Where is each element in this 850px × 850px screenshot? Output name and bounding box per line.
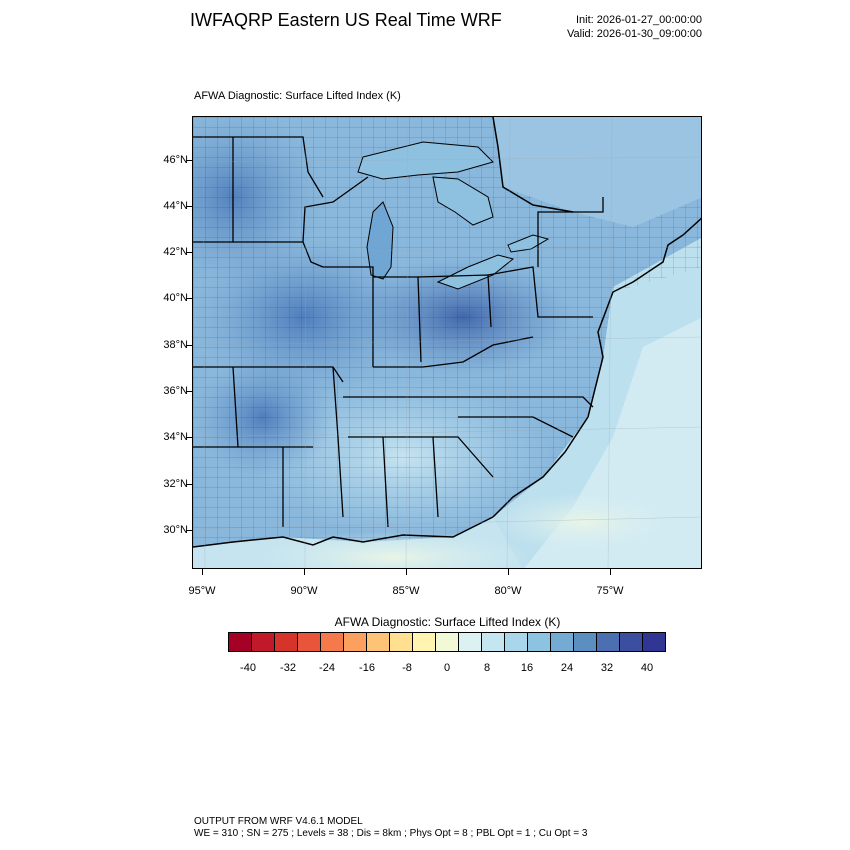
colorbar-label: -8 <box>402 662 412 674</box>
latitude-label: 30°N <box>163 524 188 536</box>
colorbar-swatch <box>620 633 643 651</box>
colorbar-label: 0 <box>443 662 451 674</box>
colorbar <box>228 632 666 652</box>
colorbar-swatch <box>436 633 459 651</box>
colorbar-label: -24 <box>319 662 335 674</box>
colorbar-label: 32 <box>600 662 614 674</box>
colorbar-label: 8 <box>483 662 491 674</box>
valid-time: Valid: 2026-01-30_09:00:00 <box>567 28 702 40</box>
colorbar-swatch <box>229 633 252 651</box>
latitude-tick <box>186 252 192 253</box>
latitude-tick <box>186 437 192 438</box>
colorbar-swatch <box>528 633 551 651</box>
longitude-label: 95°W <box>188 585 216 597</box>
colorbar-swatch <box>321 633 344 651</box>
init-valid-times: Init: 2026-01-27_00:00:00 Valid: 2026-01… <box>567 13 702 41</box>
longitude-label: 90°W <box>290 585 318 597</box>
footer-config-line: WE = 310 ; SN = 275 ; Levels = 38 ; Dis … <box>194 828 588 839</box>
longitude-tick <box>304 569 305 575</box>
longitude-tick <box>610 569 611 575</box>
colorbar-swatch <box>344 633 367 651</box>
colorbar-swatch <box>482 633 505 651</box>
colorbar-swatch <box>643 633 665 651</box>
latitude-tick <box>186 298 192 299</box>
model-footer: OUTPUT FROM WRF V4.6.1 MODEL WE = 310 ; … <box>194 816 587 840</box>
colorbar-label: 24 <box>560 662 574 674</box>
longitude-tick <box>508 569 509 575</box>
longitude-tick <box>202 569 203 575</box>
init-time: Init: 2026-01-27_00:00:00 <box>576 14 702 26</box>
colorbar-title: AFWA Diagnostic: Surface Lifted Index (K… <box>334 615 561 629</box>
colorbar-label: -16 <box>359 662 375 674</box>
colorbar-swatch <box>597 633 620 651</box>
colorbar-label: -32 <box>280 662 296 674</box>
colorbar-swatch <box>413 633 436 651</box>
longitude-label: 80°W <box>494 585 522 597</box>
latitude-tick <box>186 530 192 531</box>
latitude-label: 32°N <box>163 478 188 490</box>
colorbar-swatch <box>459 633 482 651</box>
map-panel <box>192 116 702 569</box>
colorbar-swatch <box>298 633 321 651</box>
colorbar-label: 40 <box>640 662 654 674</box>
colorbar-swatch <box>252 633 275 651</box>
latitude-label: 40°N <box>163 292 188 304</box>
colorbar-swatch <box>574 633 597 651</box>
colorbar-swatch <box>390 633 413 651</box>
state-borders <box>193 136 604 528</box>
colorbar-swatch <box>275 633 298 651</box>
latitude-label: 42°N <box>163 246 188 258</box>
latitude-label: 36°N <box>163 385 188 397</box>
colorbar-label: -40 <box>240 662 256 674</box>
latitude-label: 44°N <box>163 200 188 212</box>
latitude-tick <box>186 484 192 485</box>
latitude-tick <box>186 391 192 392</box>
colorbar-swatch <box>367 633 390 651</box>
map-subtitle: AFWA Diagnostic: Surface Lifted Index (K… <box>194 90 401 102</box>
latitude-tick <box>186 160 192 161</box>
colorbar-swatch <box>505 633 528 651</box>
latitude-tick <box>186 206 192 207</box>
longitude-label: 85°W <box>392 585 420 597</box>
longitude-label: 75°W <box>596 585 624 597</box>
longitude-tick <box>406 569 407 575</box>
latitude-label: 46°N <box>163 154 188 166</box>
lifted-index-map <box>193 117 701 568</box>
latitude-label: 38°N <box>163 339 188 351</box>
colorbar-swatch <box>551 633 574 651</box>
coastlines <box>193 117 701 548</box>
main-title: IWFAQRP Eastern US Real Time WRF <box>190 10 502 30</box>
footer-model-line: OUTPUT FROM WRF V4.6.1 MODEL <box>194 816 363 827</box>
colorbar-label: 16 <box>520 662 534 674</box>
latitude-tick <box>186 345 192 346</box>
latitude-label: 34°N <box>163 431 188 443</box>
